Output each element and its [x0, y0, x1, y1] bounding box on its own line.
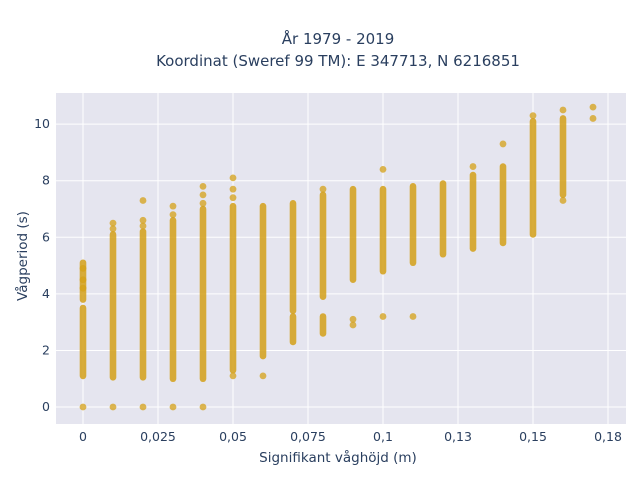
- data-column: [589, 103, 597, 122]
- data-point: [169, 202, 177, 210]
- data-column: [229, 174, 237, 380]
- data-point: [229, 194, 237, 202]
- data-point-cluster: [379, 185, 387, 275]
- data-column: [79, 259, 87, 411]
- data-column: [259, 202, 267, 380]
- x-tick-label: 0,15: [519, 429, 547, 444]
- data-column: [109, 219, 117, 411]
- data-column: [559, 106, 567, 204]
- data-point: [229, 185, 237, 193]
- data-point: [379, 165, 387, 173]
- data-column: [529, 112, 537, 238]
- y-axis-title: Vågperiod (s): [14, 211, 31, 301]
- data-column: [409, 183, 417, 320]
- data-point: [169, 403, 177, 411]
- data-point: [79, 276, 87, 284]
- data-point-cluster: [319, 313, 327, 337]
- data-point: [349, 321, 357, 329]
- y-tick-label: 4: [42, 286, 50, 301]
- data-point: [199, 191, 207, 199]
- data-column: [469, 163, 477, 252]
- x-tick-label: 0,025: [140, 429, 176, 444]
- y-tick-label: 6: [42, 229, 50, 244]
- data-point: [559, 197, 567, 204]
- tick-labels: 0 0,025 0,05 0,075 0,1 0,13 0,15 0,18 0 2 4 6 8 10: [34, 116, 622, 444]
- x-tick-label: 0,18: [594, 429, 622, 444]
- data-point: [139, 403, 147, 411]
- data-point-cluster: [559, 115, 567, 199]
- data-point: [469, 163, 477, 170]
- data-column: [169, 202, 177, 411]
- data-point-cluster: [319, 191, 327, 300]
- data-column: [319, 185, 327, 337]
- chart-title-line-2: Koordinat (Sweref 99 TM): E 347713, N 62…: [156, 52, 520, 70]
- data-point: [349, 315, 357, 323]
- chart-title-line-1: År 1979 - 2019: [282, 29, 395, 48]
- data-point: [109, 219, 117, 227]
- x-tick-label: 0,05: [219, 429, 247, 444]
- data-point: [229, 372, 237, 380]
- data-point: [589, 103, 597, 111]
- data-point: [199, 199, 207, 207]
- data-point: [229, 174, 237, 182]
- data-column: [499, 140, 507, 247]
- data-point: [319, 185, 327, 193]
- data-point-cluster: [289, 200, 297, 315]
- grid-layer: [56, 93, 626, 424]
- data-column: [349, 185, 357, 329]
- data-point-cluster: [199, 205, 207, 383]
- data-point: [499, 140, 507, 148]
- marker-layer: [79, 103, 597, 411]
- data-point: [79, 284, 87, 292]
- data-point-cluster: [169, 217, 177, 383]
- data-column: [199, 182, 207, 411]
- data-point: [379, 313, 387, 320]
- data-point: [529, 112, 537, 120]
- x-tick-label: 0,075: [290, 429, 326, 444]
- data-point: [139, 222, 147, 230]
- x-tick-label: 0,1: [373, 429, 393, 444]
- data-point: [559, 106, 567, 114]
- data-point-cluster: [229, 202, 237, 374]
- data-point: [139, 197, 147, 204]
- data-point: [139, 216, 147, 224]
- data-column: [289, 200, 297, 346]
- data-column: [139, 197, 147, 411]
- data-point: [259, 372, 267, 380]
- data-point-cluster: [529, 117, 537, 238]
- y-tick-label: 2: [42, 342, 50, 357]
- y-tick-label: 0: [42, 399, 50, 414]
- data-point: [109, 225, 117, 233]
- data-point-cluster: [349, 185, 357, 284]
- data-point-cluster: [109, 231, 117, 381]
- data-point-cluster: [499, 163, 507, 247]
- x-tick-label: 0: [79, 429, 87, 444]
- data-point-cluster: [469, 171, 477, 252]
- data-point: [109, 403, 117, 411]
- data-point-cluster: [259, 202, 267, 360]
- x-axis-title: Signifikant våghöjd (m): [259, 449, 417, 466]
- data-column: [379, 165, 387, 320]
- data-point-cluster: [439, 180, 447, 258]
- y-tick-label: 8: [42, 173, 50, 188]
- data-point-cluster: [139, 228, 147, 381]
- data-point: [199, 403, 207, 411]
- data-point: [79, 403, 87, 411]
- data-column: [439, 180, 447, 258]
- data-point: [409, 313, 417, 320]
- data-point: [199, 182, 207, 190]
- data-point-cluster: [79, 304, 87, 380]
- data-point: [169, 211, 177, 219]
- x-tick-label: 0,13: [444, 429, 472, 444]
- data-point: [79, 265, 87, 272]
- data-point-cluster: [409, 183, 417, 267]
- y-tick-label: 10: [34, 116, 50, 131]
- data-point: [589, 115, 597, 122]
- data-point-cluster: [289, 313, 297, 346]
